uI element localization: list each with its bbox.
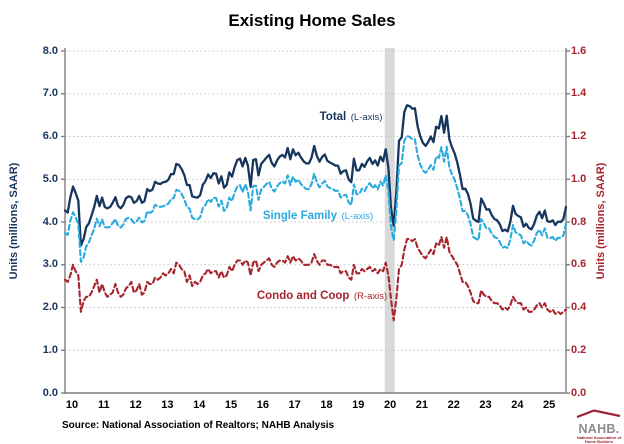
axis-tick-label: 4.0 (42, 215, 58, 228)
series-label-single-family: Single Family (L-axis) (263, 206, 373, 224)
axis-tick-label: 1.0 (571, 172, 587, 185)
series-line-single-family (63, 135, 568, 263)
series-label-single-family-name: Single Family (262, 210, 338, 222)
axis-tick-label: 14 (193, 399, 206, 411)
series-label-total-axis-tag: (L-axis) (350, 112, 383, 123)
axis-tick-label: 15 (224, 399, 238, 411)
axis-tick-label: 3.0 (42, 258, 58, 271)
axis-tick-label: 18 (320, 399, 333, 411)
axis-tick-label: 1.2 (571, 130, 587, 142)
axis-tick-label: 12 (129, 399, 142, 411)
series-label-condo-coop-axis-tag: (R-axis) (353, 291, 388, 302)
axis-tick-label: 24 (511, 399, 524, 411)
series-line-condo-and-coop (63, 235, 568, 322)
axis-tick-label: 1.6 (571, 44, 587, 57)
axis-tick-label: 6.0 (42, 130, 58, 142)
axis-tick-label: 25 (543, 399, 556, 411)
nahb-logo-text: NAHB. (578, 422, 620, 436)
axis-tick-label: 19 (352, 399, 365, 411)
axis-tick-label: 17 (288, 399, 301, 411)
series-label-condo-coop-name: Condo and Coop (256, 290, 350, 302)
axis-tick-label: 5.0 (42, 172, 58, 185)
series-line-total (63, 104, 568, 247)
series-label-total-name: Total (319, 111, 347, 123)
axis-tick-label: 2.0 (42, 301, 58, 313)
axis-tick-label: 7.0 (42, 87, 58, 100)
right-axis-title: Units (millions, SAAR) (595, 162, 607, 280)
axis-tick-label: 8.0 (42, 44, 58, 57)
source-note: Source: National Association of Realtors… (62, 420, 335, 431)
axis-tick-label: 21 (415, 399, 429, 411)
axis-tick-label: 10 (65, 399, 79, 411)
nahb-logo-roof-icon (576, 409, 621, 419)
axis-tick-label: 0.6 (571, 258, 587, 271)
axis-tick-label: 0.8 (571, 215, 587, 228)
series-label-total: Total (L-axis) (320, 107, 383, 125)
axis-tick-label: 22 (447, 399, 460, 411)
axis-tick-label: 0.2 (571, 343, 587, 356)
series-label-single-family-axis-tag: (L-axis) (341, 211, 374, 222)
axis-tick-label: 1.0 (42, 343, 58, 356)
axis-tick-label: 20 (383, 399, 397, 411)
axis-tick-label: 13 (161, 399, 174, 411)
left-axis-title: Units (millions, SAAR) (8, 162, 20, 280)
axis-tick-label: 1.4 (571, 87, 587, 100)
series-label-condo-coop: Condo and Coop (R-axis) (257, 286, 387, 304)
axis-tick-label: 0.4 (571, 301, 587, 313)
axis-tick-label: 0.0 (571, 386, 587, 399)
axis-tick-label: 16 (256, 399, 269, 411)
axis-tick-label: 23 (479, 399, 492, 411)
nahb-logo-subtext: National Association of Home Builders (576, 434, 622, 444)
chart-title: Existing Home Sales (228, 11, 396, 30)
nahb-logo: NAHB. National Association of Home Build… (576, 405, 622, 444)
axis-tick-label: 11 (97, 399, 110, 411)
axis-tick-label: 0.0 (42, 386, 58, 399)
